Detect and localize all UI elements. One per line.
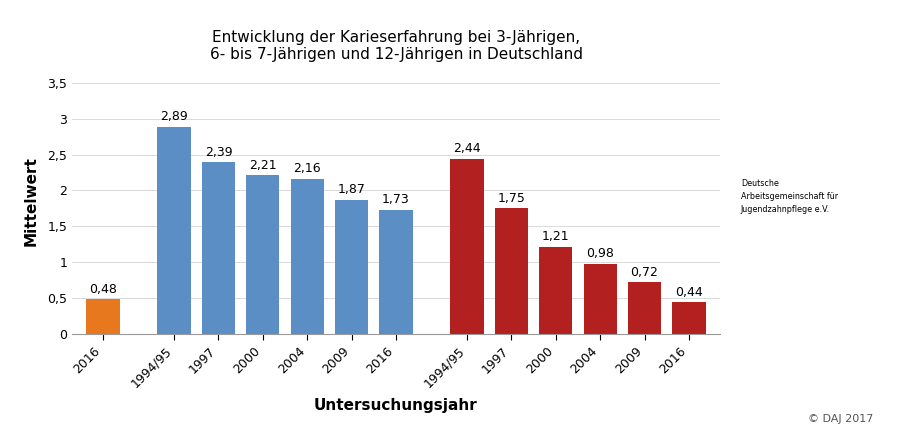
Bar bbox=[628, 282, 662, 334]
Bar bbox=[672, 302, 706, 334]
Text: 0,72: 0,72 bbox=[631, 266, 659, 279]
Text: 1,21: 1,21 bbox=[542, 230, 570, 244]
Bar bbox=[380, 210, 412, 334]
Text: 2,89: 2,89 bbox=[160, 110, 188, 123]
Text: 2,44: 2,44 bbox=[454, 142, 481, 155]
X-axis label: Untersuchungsjahr: Untersuchungsjahr bbox=[314, 398, 478, 413]
Text: Entwicklung der Karieserfahrung bei 3-Jährigen,
6- bis 7-Jährigen und 12-Jährige: Entwicklung der Karieserfahrung bei 3-Jä… bbox=[210, 30, 582, 62]
Bar bbox=[247, 175, 280, 334]
Text: 2,21: 2,21 bbox=[249, 159, 276, 172]
Text: DAJ: DAJ bbox=[764, 70, 851, 112]
Y-axis label: Mittelwert: Mittelwert bbox=[23, 156, 39, 246]
Bar bbox=[539, 247, 572, 334]
Bar bbox=[158, 127, 191, 334]
Bar bbox=[86, 300, 120, 334]
Text: 0,44: 0,44 bbox=[675, 286, 703, 299]
Text: 2,16: 2,16 bbox=[293, 162, 321, 175]
Text: 0,48: 0,48 bbox=[89, 283, 117, 296]
Text: 1,75: 1,75 bbox=[498, 192, 526, 205]
Bar bbox=[495, 208, 528, 334]
Text: 1,73: 1,73 bbox=[382, 193, 410, 206]
Text: © DAJ 2017: © DAJ 2017 bbox=[807, 414, 873, 424]
Text: Deutsche
Arbeitsgemeinschaft für
Jugendzahnpflege e.V.: Deutsche Arbeitsgemeinschaft für Jugendz… bbox=[741, 179, 838, 214]
Bar bbox=[291, 179, 324, 334]
Bar bbox=[450, 159, 483, 334]
Bar bbox=[202, 163, 235, 334]
Text: 0,98: 0,98 bbox=[586, 247, 614, 260]
Text: 1,87: 1,87 bbox=[338, 183, 365, 196]
Text: 2,39: 2,39 bbox=[204, 146, 232, 159]
Bar bbox=[583, 264, 617, 334]
Bar bbox=[335, 200, 368, 334]
